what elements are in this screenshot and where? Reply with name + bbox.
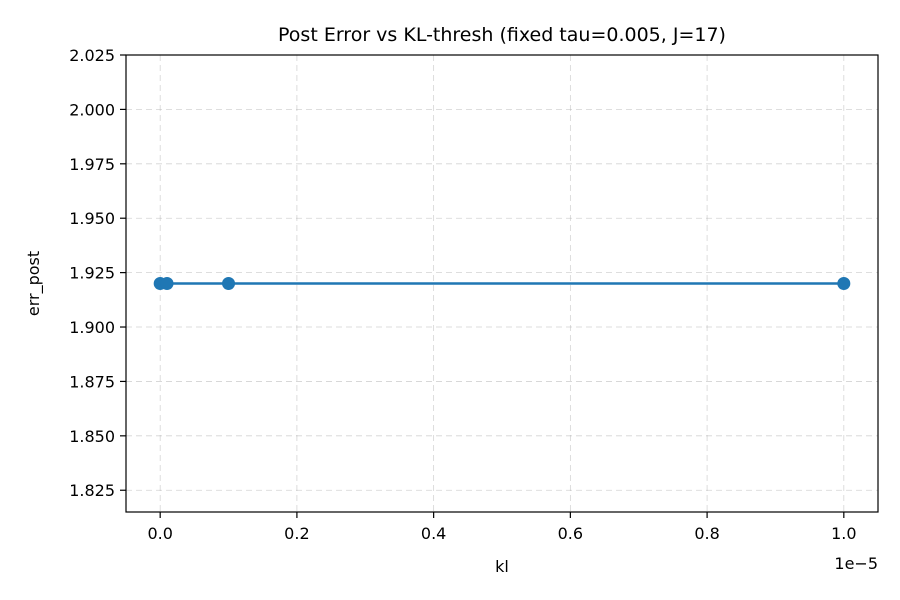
x-tick-label: 0.8 xyxy=(694,524,719,543)
x-tick-label: 1.0 xyxy=(831,524,856,543)
x-tick-label: 0.4 xyxy=(421,524,446,543)
x-axis-label: kl xyxy=(495,557,509,576)
data-point-marker xyxy=(837,277,851,290)
data-point-marker xyxy=(160,277,174,290)
grid-layer xyxy=(126,54,878,512)
plot-frame xyxy=(125,54,879,513)
y-tick-label: 2.000 xyxy=(69,100,115,119)
x-axis-offset-label: 1e−5 xyxy=(834,554,878,573)
y-tick-label: 1.900 xyxy=(69,318,115,337)
y-tick-label: 1.975 xyxy=(69,155,115,174)
y-tick-label: 1.875 xyxy=(69,372,115,391)
x-tick-label: 0.2 xyxy=(284,524,309,543)
y-tick-label: 2.025 xyxy=(69,46,115,65)
y-tick-label: 1.850 xyxy=(69,427,115,446)
y-axis-label: err_post xyxy=(24,251,44,316)
y-tick-label: 1.825 xyxy=(69,481,115,500)
x-tick-label: 0.0 xyxy=(147,524,172,543)
x-tick-label: 0.6 xyxy=(558,524,583,543)
data-point-marker xyxy=(222,277,236,290)
tick-layer: 0.0 0.2 0.4 0.6 0.8 1.0 1.825 1.850 1.875 1.900 1.… xyxy=(69,46,856,543)
chart-title: Post Error vs KL-thresh (fixed tau=0.005… xyxy=(278,24,726,46)
series-layer xyxy=(153,277,851,290)
y-tick-label: 1.925 xyxy=(69,264,115,283)
y-tick-label: 1.950 xyxy=(69,209,115,228)
